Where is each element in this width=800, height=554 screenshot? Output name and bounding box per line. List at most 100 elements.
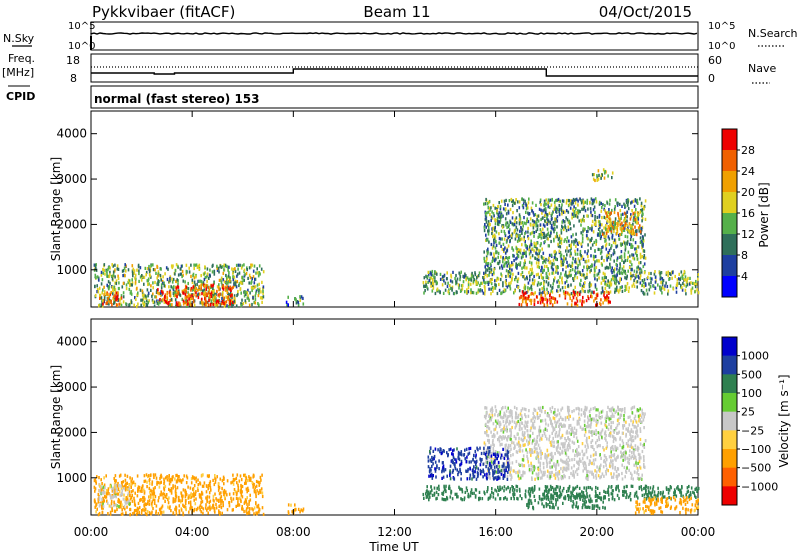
power-echo-point bbox=[108, 294, 111, 298]
velocity-echo-point bbox=[456, 492, 458, 496]
power-echo-point bbox=[476, 281, 478, 285]
velocity-echo-point bbox=[591, 506, 594, 510]
velocity-echo-point bbox=[163, 486, 165, 490]
power-echo-point bbox=[165, 266, 168, 270]
power-echo-point bbox=[581, 255, 584, 259]
power-echo-point bbox=[227, 280, 230, 284]
power-echo-point bbox=[485, 233, 487, 237]
velocity-echo-point bbox=[178, 511, 181, 515]
velocity-echo-point bbox=[247, 488, 250, 492]
velocity-echo-point bbox=[103, 491, 106, 495]
power-echo-point bbox=[500, 264, 503, 268]
power-echo-point bbox=[610, 278, 613, 282]
power-echo-point bbox=[432, 286, 435, 290]
velocity-echo-point bbox=[550, 497, 552, 501]
power-echo-point bbox=[574, 240, 576, 244]
power-echo-point bbox=[438, 289, 440, 293]
power-echo-point bbox=[555, 198, 557, 203]
power-echo-point bbox=[608, 208, 610, 212]
power-echo-point bbox=[569, 296, 571, 301]
velocity-echo-point bbox=[496, 431, 499, 435]
velocity-echo-point bbox=[102, 504, 105, 508]
velocity-echo-point bbox=[162, 496, 165, 500]
velocity-echo-point bbox=[549, 484, 552, 488]
power-echo-point bbox=[576, 266, 579, 270]
power-echo-point bbox=[102, 271, 105, 275]
power-echo-point bbox=[644, 233, 646, 237]
velocity-echo-point bbox=[114, 474, 117, 478]
power-echo-point bbox=[485, 220, 488, 224]
power-echo-point bbox=[137, 263, 140, 267]
power-echo-point bbox=[627, 255, 629, 260]
power-echo-point bbox=[143, 300, 146, 304]
power-echo-point bbox=[617, 201, 619, 205]
power-echo-point bbox=[647, 275, 649, 279]
velocity-echo-point bbox=[689, 491, 692, 495]
power-echo-point bbox=[542, 235, 545, 239]
velocity-echo-point bbox=[191, 475, 194, 479]
power-echo-point bbox=[600, 209, 603, 213]
velocity-echo-point bbox=[136, 474, 139, 478]
power-echo-point bbox=[631, 253, 633, 257]
power-echo-point bbox=[485, 268, 487, 272]
velocity-echo-point bbox=[510, 477, 512, 481]
power-echo-point bbox=[627, 203, 629, 207]
power-echo-point bbox=[589, 284, 592, 288]
power-echo-point bbox=[619, 209, 622, 213]
velocity-echo-point bbox=[184, 502, 187, 506]
power-echo-point bbox=[608, 281, 611, 285]
power-echo-point bbox=[635, 229, 637, 233]
power-echo-point bbox=[623, 211, 626, 215]
power-echo-point bbox=[100, 270, 103, 274]
power-echo-point bbox=[594, 283, 597, 287]
velocity-echo-point bbox=[516, 496, 518, 501]
power-echo-point bbox=[492, 244, 495, 248]
velocity-echo-point bbox=[101, 497, 103, 501]
power-echo-point bbox=[152, 263, 154, 267]
power-echo-point bbox=[611, 222, 614, 226]
velocity-echo-point bbox=[670, 486, 672, 490]
power-echo-point bbox=[682, 272, 685, 277]
power-echo-point bbox=[604, 204, 606, 208]
power-echo-point bbox=[626, 282, 629, 286]
velocity-echo-point bbox=[559, 491, 562, 495]
power-echo-point bbox=[176, 301, 178, 305]
power-echo-point bbox=[544, 297, 547, 301]
power-echo-point bbox=[576, 299, 579, 303]
power-echo-point bbox=[565, 270, 567, 274]
power-echo-point bbox=[518, 249, 520, 253]
velocity-echo-point bbox=[100, 478, 102, 482]
power-echo-point bbox=[172, 288, 175, 292]
velocity-echo-point bbox=[487, 486, 489, 490]
power-echo-point bbox=[682, 281, 684, 286]
power-echo-point bbox=[95, 276, 97, 280]
power-echo-point bbox=[583, 285, 586, 289]
power-echo-point bbox=[560, 257, 563, 261]
power-echo-point bbox=[605, 238, 607, 242]
power-echo-point bbox=[533, 231, 536, 235]
power-echo-point bbox=[582, 207, 585, 211]
power-echo-point bbox=[608, 252, 610, 256]
velocity-echo-point bbox=[252, 508, 254, 512]
power-echo-point bbox=[602, 203, 604, 207]
power-echo-point bbox=[527, 234, 529, 239]
velocity-echo-point bbox=[261, 494, 264, 499]
power-echo-point bbox=[192, 272, 195, 276]
power-echo-point bbox=[584, 227, 586, 231]
velocity-echo-point bbox=[559, 494, 562, 498]
power-echo-point bbox=[546, 222, 549, 226]
velocity-echo-point bbox=[218, 498, 220, 502]
velocity-echo-point bbox=[109, 504, 112, 509]
power-echo-point bbox=[120, 296, 123, 300]
velocity-echo-point bbox=[149, 495, 152, 499]
velocity-echo-point bbox=[546, 492, 549, 496]
power-echo-point bbox=[602, 168, 605, 172]
power-echo-point bbox=[586, 198, 589, 202]
power-echo-point bbox=[546, 227, 549, 231]
velocity-echo-point bbox=[562, 486, 565, 491]
velocity-echo-point bbox=[178, 504, 181, 508]
velocity-echo-point bbox=[126, 481, 128, 485]
power-echo-point bbox=[535, 251, 537, 255]
velocity-echo-point bbox=[511, 488, 514, 492]
power-echo-point bbox=[643, 271, 646, 275]
